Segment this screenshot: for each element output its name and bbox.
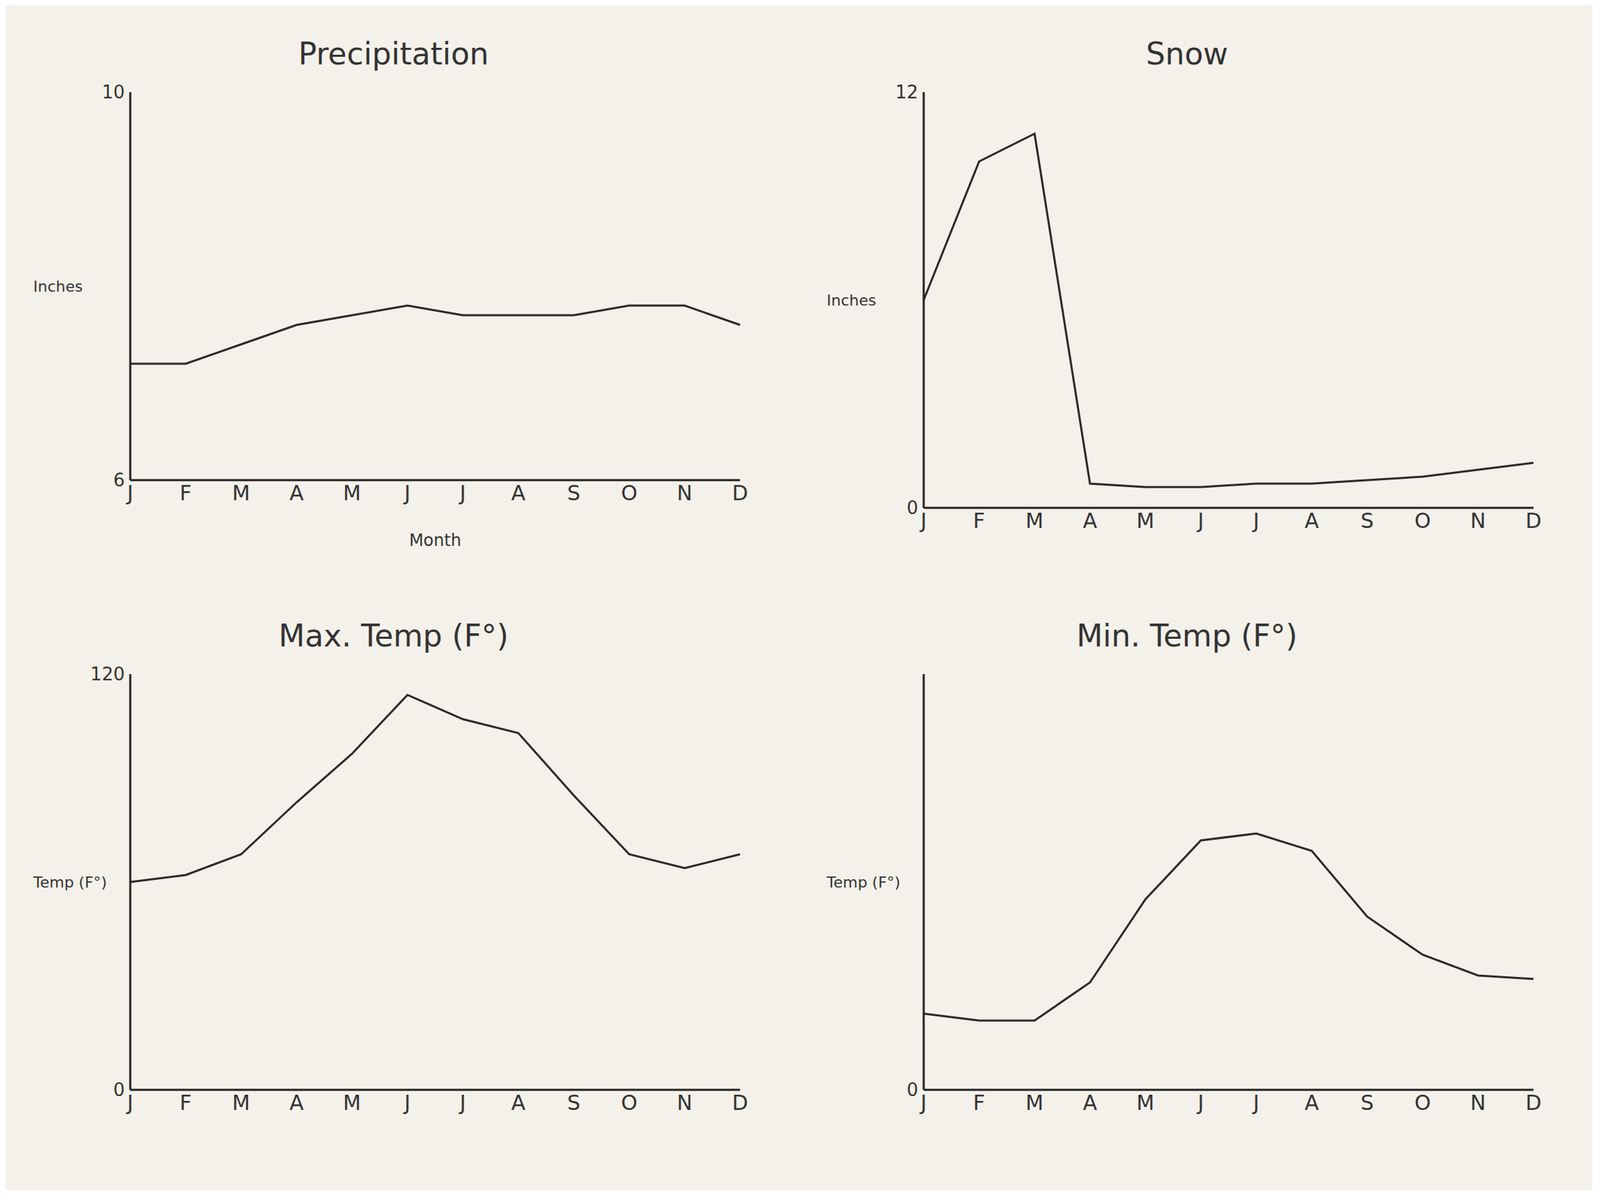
svg-text:10: 10: [101, 81, 125, 103]
svg-text:J: J: [1252, 1090, 1260, 1115]
svg-text:S: S: [566, 1090, 580, 1115]
svg-text:Temp (F°): Temp (F°): [32, 873, 107, 892]
svg-text:N: N: [677, 480, 693, 506]
svg-text:M: M: [343, 1090, 362, 1115]
svg-text:J: J: [1252, 508, 1260, 533]
svg-text:0: 0: [906, 497, 919, 519]
svg-text:J: J: [126, 1090, 134, 1115]
svg-text:0: 0: [906, 1079, 919, 1101]
svg-text:A: A: [289, 480, 305, 506]
svg-text:O: O: [1414, 508, 1431, 533]
svg-text:Inches: Inches: [33, 277, 83, 296]
svg-text:A: A: [511, 1090, 526, 1115]
svg-text:Inches: Inches: [826, 291, 876, 310]
svg-text:M: M: [232, 480, 251, 506]
svg-text:J: J: [458, 480, 467, 506]
svg-text:M: M: [343, 480, 362, 506]
svg-text:A: A: [1304, 508, 1320, 533]
svg-text:J: J: [458, 1090, 467, 1115]
html-text:Precipitation: Precipitation: [298, 36, 489, 72]
html-text:Max. Temp (F°): Max. Temp (F°): [278, 618, 509, 654]
svg-text:N: N: [1470, 508, 1486, 533]
svg-text:N: N: [1470, 1090, 1486, 1115]
svg-text:M: M: [232, 1090, 251, 1115]
svg-text:A: A: [1083, 508, 1098, 533]
svg-text:J: J: [919, 1090, 928, 1115]
svg-text:F: F: [972, 1090, 985, 1115]
svg-text:A: A: [289, 1090, 305, 1115]
svg-text:M: M: [1025, 508, 1044, 533]
svg-text:O: O: [620, 1090, 638, 1115]
html-text:Min. Temp (F°): Min. Temp (F°): [1076, 618, 1298, 654]
svg-text:D: D: [731, 1090, 748, 1115]
svg-text:D: D: [731, 480, 748, 506]
svg-text:M: M: [1025, 1090, 1044, 1115]
svg-text:S: S: [1360, 508, 1374, 533]
svg-text:12: 12: [895, 81, 919, 103]
svg-text:M: M: [1136, 1090, 1155, 1115]
svg-text:D: D: [1525, 508, 1542, 533]
svg-text:Month: Month: [408, 530, 461, 551]
svg-text:J: J: [403, 480, 411, 506]
svg-text:0: 0: [112, 1079, 125, 1101]
svg-text:O: O: [1414, 1090, 1431, 1115]
svg-text:A: A: [511, 480, 526, 506]
svg-text:S: S: [566, 480, 580, 506]
svg-text:Temp (F°): Temp (F°): [825, 873, 901, 892]
svg-text:6: 6: [112, 469, 125, 491]
svg-text:S: S: [1360, 1090, 1374, 1115]
svg-text:A: A: [1304, 1090, 1320, 1115]
svg-text:A: A: [1083, 1090, 1098, 1115]
svg-text:J: J: [1196, 508, 1205, 533]
svg-text:F: F: [179, 1090, 192, 1115]
svg-text:N: N: [677, 1090, 693, 1115]
svg-text:J: J: [919, 508, 928, 533]
svg-text:D: D: [1525, 1090, 1542, 1115]
svg-text:J: J: [126, 480, 134, 506]
svg-text:J: J: [1196, 1090, 1205, 1115]
html-text:Snow: Snow: [1145, 36, 1229, 72]
svg-text:O: O: [620, 480, 638, 506]
svg-text:F: F: [179, 480, 192, 506]
svg-text:M: M: [1136, 508, 1155, 533]
svg-text:F: F: [972, 508, 985, 533]
svg-text:J: J: [403, 1090, 411, 1115]
svg-text:120: 120: [90, 663, 125, 685]
